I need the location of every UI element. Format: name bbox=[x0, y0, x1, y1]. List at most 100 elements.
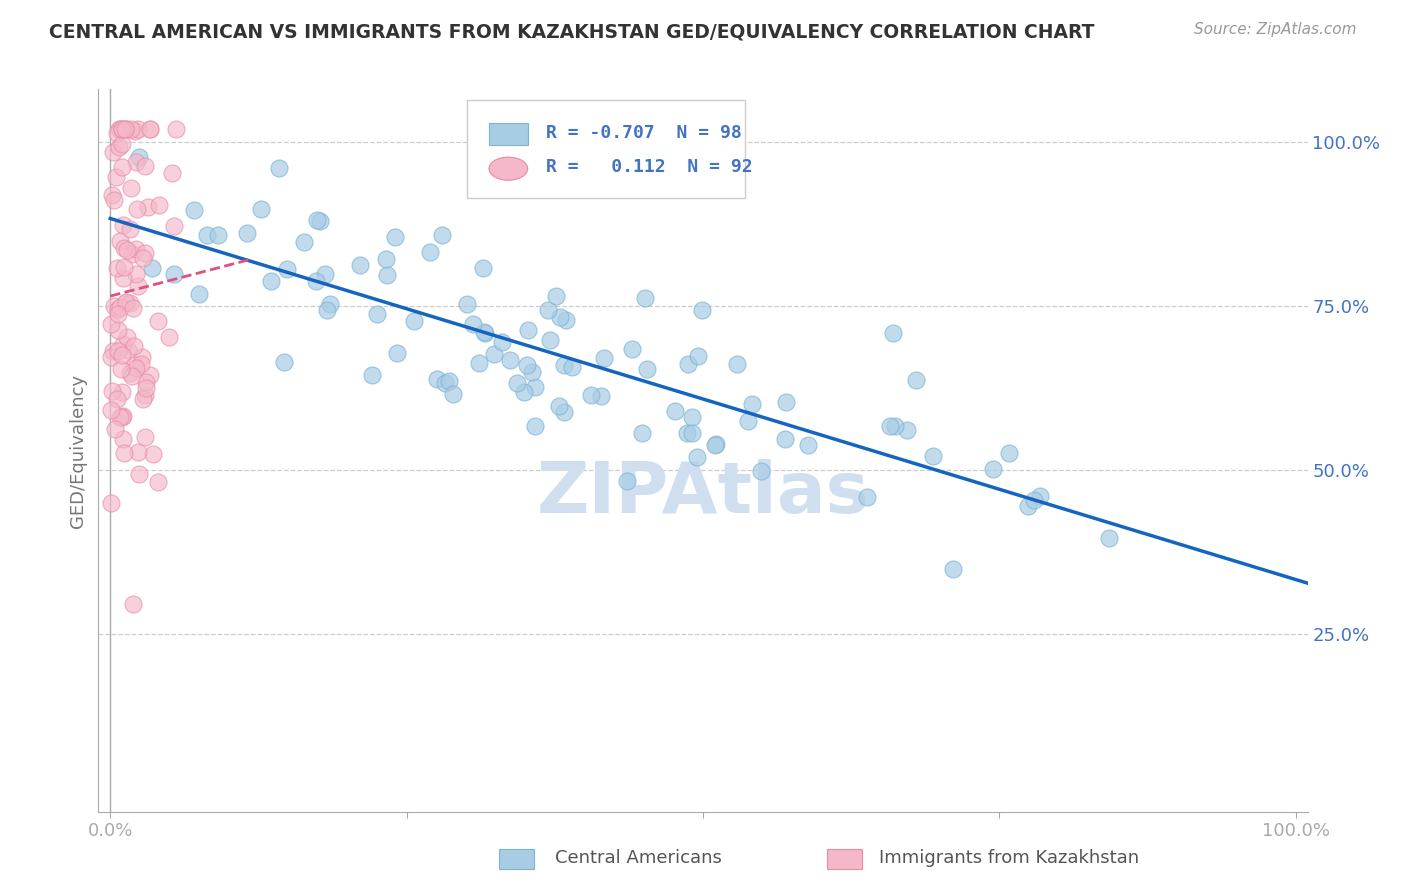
Point bbox=[111, 385, 134, 400]
Text: R =   0.112  N = 92: R = 0.112 N = 92 bbox=[546, 158, 752, 176]
Point bbox=[517, 323, 540, 337]
Point bbox=[100, 496, 122, 510]
Point bbox=[142, 447, 165, 461]
Point bbox=[127, 445, 149, 459]
Point bbox=[269, 161, 291, 176]
Point bbox=[124, 124, 146, 138]
Point bbox=[434, 376, 457, 391]
Point bbox=[122, 301, 145, 316]
Point bbox=[100, 403, 122, 417]
Point bbox=[111, 161, 134, 175]
Point bbox=[107, 323, 129, 337]
Point bbox=[124, 243, 146, 257]
Point bbox=[125, 267, 148, 281]
Point bbox=[499, 352, 522, 367]
Point bbox=[775, 394, 797, 409]
Point bbox=[132, 251, 155, 265]
Point bbox=[441, 387, 464, 401]
Point bbox=[110, 234, 132, 248]
Point bbox=[506, 376, 529, 390]
Point bbox=[725, 357, 748, 371]
Point bbox=[314, 267, 336, 281]
Point bbox=[796, 438, 818, 452]
Text: R = -0.707  N = 98: R = -0.707 N = 98 bbox=[546, 124, 741, 142]
Point bbox=[107, 343, 129, 358]
Point bbox=[882, 326, 904, 340]
Point bbox=[141, 261, 163, 276]
Point bbox=[135, 375, 157, 389]
Point bbox=[117, 343, 139, 357]
Point bbox=[103, 145, 125, 160]
Point bbox=[111, 121, 134, 136]
Point bbox=[349, 258, 371, 272]
Point bbox=[292, 235, 315, 249]
Point bbox=[103, 193, 125, 207]
Point bbox=[134, 245, 156, 260]
Point bbox=[100, 384, 122, 398]
Point bbox=[111, 336, 134, 351]
Point bbox=[114, 121, 136, 136]
Point bbox=[491, 334, 513, 349]
Point bbox=[195, 228, 218, 243]
Point bbox=[538, 333, 561, 347]
Point bbox=[681, 425, 703, 440]
Point bbox=[135, 381, 157, 395]
Point bbox=[366, 307, 388, 321]
Point bbox=[250, 202, 273, 216]
Point bbox=[112, 409, 135, 424]
Point bbox=[620, 342, 643, 356]
Point bbox=[555, 313, 578, 327]
Point bbox=[981, 462, 1004, 476]
Point bbox=[134, 430, 156, 444]
Point bbox=[305, 274, 328, 288]
Point bbox=[550, 310, 572, 325]
Point bbox=[121, 247, 143, 261]
Point bbox=[114, 121, 136, 136]
Point bbox=[122, 339, 145, 353]
Point bbox=[108, 300, 131, 314]
Point bbox=[101, 187, 124, 202]
Point bbox=[120, 181, 142, 195]
Point bbox=[117, 244, 139, 258]
Text: Source: ZipAtlas.com: Source: ZipAtlas.com bbox=[1194, 22, 1357, 37]
Point bbox=[456, 297, 478, 311]
Point bbox=[437, 374, 460, 388]
Point bbox=[634, 292, 657, 306]
Point bbox=[896, 423, 918, 437]
Point bbox=[121, 369, 143, 384]
Point bbox=[101, 344, 124, 359]
Point bbox=[105, 392, 128, 406]
Point bbox=[136, 200, 159, 214]
Point bbox=[704, 438, 727, 452]
Point bbox=[138, 121, 160, 136]
Point bbox=[100, 350, 122, 364]
Point bbox=[536, 303, 558, 318]
Point bbox=[107, 307, 129, 321]
Y-axis label: GED/Equivalency: GED/Equivalency bbox=[69, 374, 87, 527]
Point bbox=[114, 296, 136, 310]
Point bbox=[134, 388, 156, 402]
Point bbox=[592, 351, 614, 365]
Point bbox=[741, 397, 763, 411]
Point bbox=[104, 421, 127, 435]
Point bbox=[111, 121, 134, 136]
Point bbox=[118, 367, 141, 381]
Point bbox=[664, 404, 686, 418]
Point bbox=[110, 121, 132, 136]
Point bbox=[686, 349, 709, 363]
Point bbox=[115, 330, 138, 344]
Point bbox=[749, 464, 772, 478]
Point bbox=[187, 287, 209, 301]
Point bbox=[385, 346, 408, 360]
Point bbox=[704, 436, 727, 450]
Point bbox=[681, 410, 703, 425]
Point bbox=[513, 384, 536, 399]
Point bbox=[112, 260, 135, 275]
Point bbox=[107, 302, 129, 317]
Point bbox=[884, 418, 907, 433]
Point bbox=[922, 450, 945, 464]
Circle shape bbox=[489, 157, 527, 180]
Point bbox=[111, 348, 134, 362]
Point bbox=[111, 271, 134, 285]
Point bbox=[461, 317, 484, 331]
